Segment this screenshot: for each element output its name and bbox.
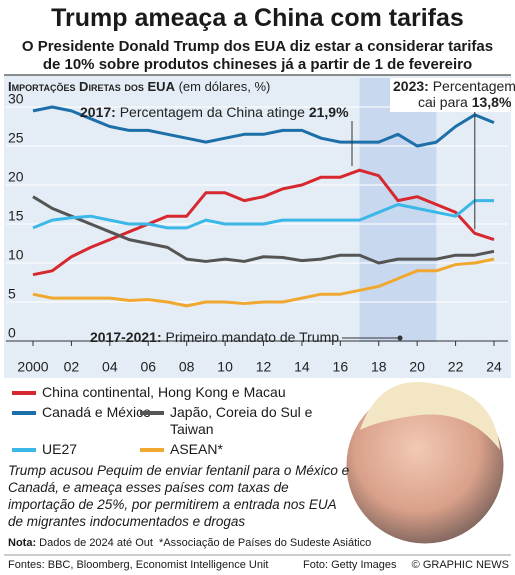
photo-hair — [360, 382, 500, 450]
annotation-part: 2023: — [393, 78, 429, 94]
footnote: *Associação de Países do Sudeste Asiátic… — [159, 537, 372, 549]
x-tick-label: 12 — [256, 359, 272, 375]
annotation-part: cai para — [418, 94, 472, 110]
x-tick-label: 24 — [486, 359, 502, 375]
legend-swatch — [12, 448, 36, 452]
title: Trump ameaça a China com tarifas — [51, 4, 464, 32]
x-tick-label: 20 — [409, 359, 425, 375]
annotation-part: 2017: — [80, 104, 116, 120]
annotation-part: 13,8% — [472, 94, 512, 110]
annotation: cai para 13,8% — [418, 94, 512, 110]
line-series — [32, 257, 495, 308]
annotation-part: Percentagem da China atinge — [116, 104, 309, 120]
legend-swatch — [12, 411, 36, 415]
annotation-part: 21,9% — [309, 104, 349, 120]
x-tick-label: 16 — [333, 359, 349, 375]
note-text: Dados de 2024 até Out — [39, 537, 153, 549]
x-tick-label: 18 — [371, 359, 387, 375]
annotation: 2023: Percentagem — [393, 78, 515, 94]
arrow-dot — [397, 335, 403, 341]
y-axis-label-part: (em dólares, %) — [175, 79, 270, 94]
annotation: 2017: Percentagem da China atinge 21,9% — [80, 104, 349, 120]
line-series — [32, 168, 495, 277]
line-series — [32, 105, 495, 148]
x-tick-label: 2000 — [17, 359, 48, 375]
line-series — [32, 199, 494, 230]
x-tick-label: 22 — [448, 359, 464, 375]
y-tick-label: 0 — [8, 325, 16, 341]
y-tick-label: 30 — [8, 91, 24, 107]
y-tick-label: 10 — [8, 247, 24, 263]
credit: © GRAPHIC NEWS — [411, 559, 509, 571]
note: Nota: Dados de 2024 até Out *Associação … — [8, 537, 371, 549]
photo-credit: Foto: Getty Images — [303, 559, 397, 571]
annotation: 2017-2021: Primeiro mandato de Trump — [90, 329, 339, 345]
y-tick-label: 20 — [8, 169, 24, 185]
y-tick-label: 5 — [8, 286, 16, 302]
legend-label: UE27 — [42, 441, 78, 457]
x-tick-label: 06 — [140, 359, 156, 375]
legend-label: ASEAN* — [170, 441, 223, 457]
subtitle: O Presidente Donald Trump dos EUA diz es… — [21, 38, 494, 55]
legend-label: Japão, Coreia do Sul e Taiwan — [170, 404, 313, 437]
legend-swatch — [12, 391, 36, 395]
y-axis-label-part: Importações Diretas dos EUA — [8, 79, 176, 94]
legend-swatch — [140, 448, 164, 452]
x-tick-label: 14 — [294, 359, 310, 375]
y-tick-label: 25 — [8, 130, 24, 146]
y-tick-label: 15 — [8, 208, 24, 224]
y-axis-label: Importações Diretas dos EUA (em dólares,… — [8, 79, 270, 94]
x-tick-label: 04 — [102, 359, 118, 375]
annotation-part: 2017-2021: — [90, 329, 162, 345]
x-tick-label: 08 — [179, 359, 195, 375]
x-tick-label: 10 — [217, 359, 233, 375]
sources: Fontes: BBC, Bloomberg, Economist Intell… — [8, 559, 269, 571]
subtitle: de 10% sobre produtos chineses já a part… — [42, 56, 473, 73]
legend-label: Canadá e México — [42, 404, 151, 420]
legend-swatch — [140, 411, 164, 415]
annotation-part: Primeiro mandato de Trump — [162, 329, 340, 345]
annotation-part: Percentagem — [429, 78, 515, 94]
line-series — [32, 195, 495, 265]
x-tick-label: 02 — [64, 359, 80, 375]
legend-label: China continental, Hong Kong e Macau — [42, 384, 286, 400]
annotation-bg — [390, 78, 510, 112]
body-text: Trump acusou Pequim de enviar fentanil p… — [8, 463, 350, 529]
note-label: Nota: — [8, 537, 37, 549]
